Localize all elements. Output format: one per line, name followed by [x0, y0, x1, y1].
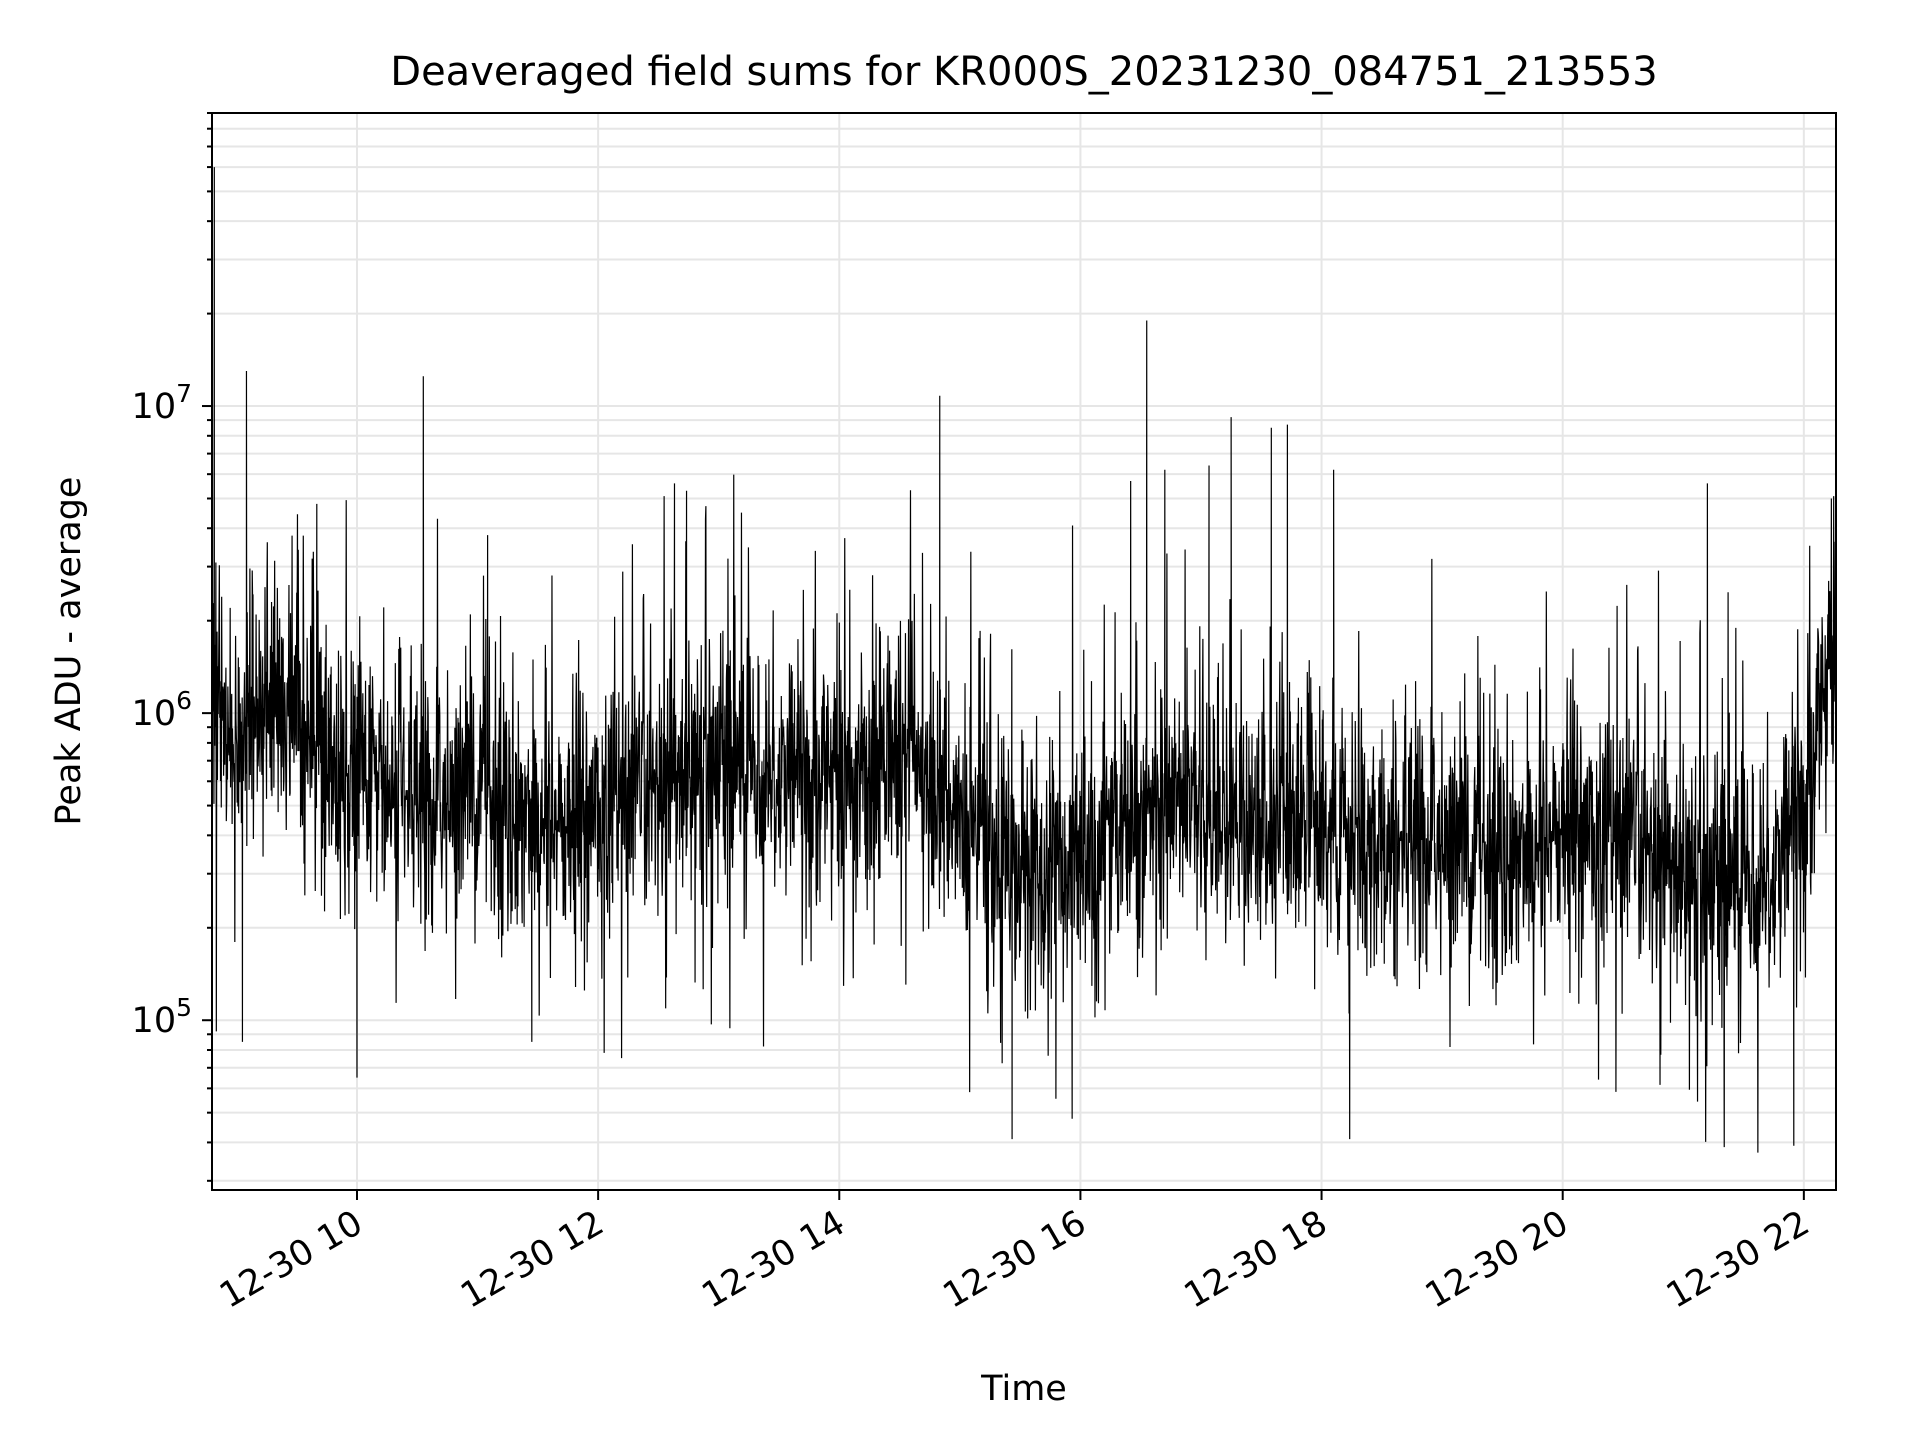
- y-tick-exponent: 7: [176, 379, 192, 408]
- y-tick-exponent: 5: [176, 993, 192, 1022]
- chart-title: Deaveraged field sums for KR000S_2023123…: [390, 49, 1657, 95]
- y-tick-label: 105: [132, 993, 192, 1041]
- y-tick-base: 10: [132, 694, 177, 734]
- x-axis-label: Time: [980, 1369, 1067, 1409]
- y-tick-label: 106: [132, 686, 192, 734]
- y-axis-label: Peak ADU - average: [49, 477, 89, 826]
- y-tick-label: 107: [132, 379, 192, 427]
- plot-frame: [211, 112, 1837, 1191]
- grid: [212, 112, 1836, 1190]
- series-line: [211, 167, 1837, 1153]
- y-tick-exponent: 6: [176, 686, 192, 715]
- plot-data: [211, 167, 1837, 1153]
- y-tick-base: 10: [132, 1001, 177, 1041]
- y-tick-base: 10: [132, 387, 177, 427]
